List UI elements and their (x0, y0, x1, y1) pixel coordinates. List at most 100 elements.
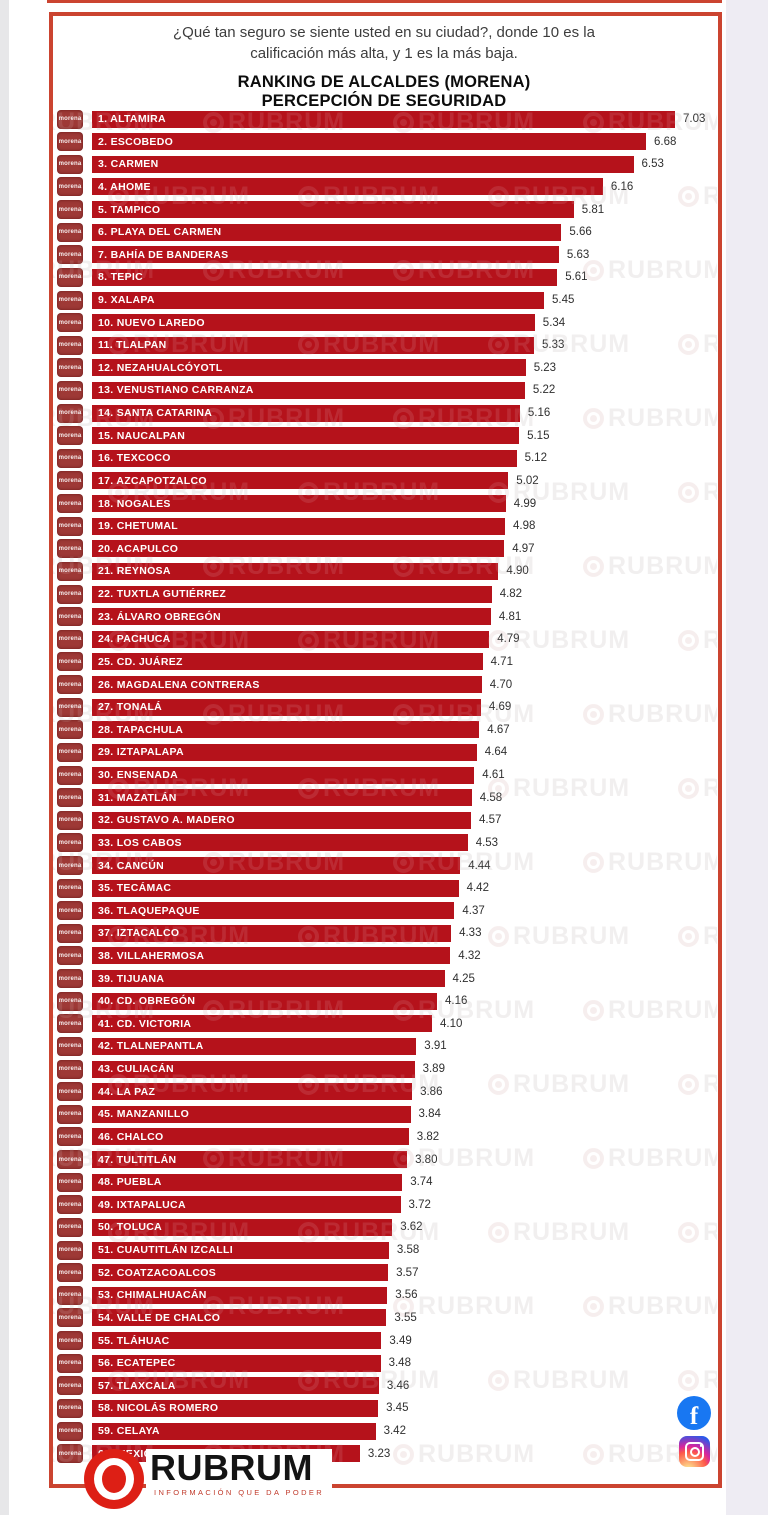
facebook-icon[interactable]: f (677, 1396, 711, 1430)
bar-value: 4.81 (498, 610, 522, 623)
chart-row: morena 9. XALAPA 5.45 (57, 290, 574, 310)
bar-label: 38. VILLAHERMOSA (98, 949, 205, 962)
chart-row: morena 36. TLAQUEPAQUE 4.37 (57, 901, 485, 921)
morena-party-badge-icon: morena (57, 200, 83, 219)
morena-badge-label: morena (58, 749, 82, 756)
bar-label: 22. TUXTLA GUTIÉRREZ (98, 588, 227, 600)
morena-party-badge-icon: morena (57, 1263, 83, 1283)
bar: 44. LA PAZ (92, 1083, 413, 1101)
bar-value: 3.48 (388, 1357, 411, 1370)
bar-value: 4.33 (459, 927, 482, 940)
chart-row: morena 42. TLALNEPANTLA 3.91 (57, 1036, 447, 1056)
bar-value: 5.61 (565, 271, 588, 284)
bar: 54. VALLE DE CHALCO (92, 1309, 387, 1327)
bar-value: 4.57 (479, 814, 502, 827)
bar-label: 39. TIJUANA (98, 972, 165, 985)
bar: 22. TUXTLA GUTIÉRREZ (92, 585, 492, 603)
chart-row: morena 18. NOGALES 4.99 (57, 494, 536, 514)
morena-badge-label: morena (58, 952, 82, 959)
morena-party-badge-icon: morena (57, 290, 83, 310)
morena-party-badge-icon: morena (57, 1285, 83, 1305)
bar-value: 4.64 (484, 746, 508, 759)
morena-party-badge-icon: morena (57, 1127, 83, 1147)
bar-label: 16. TEXCOCO (98, 452, 171, 465)
bar-label: 45. MANZANILLO (98, 1108, 190, 1121)
morena-party-badge-icon: morena (57, 1353, 83, 1373)
morena-party-badge-icon: morena (57, 765, 83, 785)
morena-badge-label: morena (58, 568, 82, 575)
instagram-icon[interactable] (679, 1436, 710, 1467)
bar: 9. XALAPA (92, 291, 544, 309)
morena-party-badge-icon: morena (57, 132, 83, 152)
chart-title-line1: RANKING DE ALCALDES (MORENA) (237, 73, 531, 91)
bar: 25. CD. JUÁREZ (92, 653, 483, 671)
bar-label: 28. TAPACHULA (98, 723, 184, 736)
morena-party-badge-icon: morena (57, 335, 83, 355)
chart-row: morena 59. CELAYA 3.42 (57, 1421, 406, 1441)
bar-label: 30. ENSENADA (98, 769, 179, 781)
bar-label: 26. MAGDALENA CONTRERAS (98, 678, 260, 691)
morena-party-badge-icon: morena (57, 697, 83, 717)
morena-party-badge-icon: morena (57, 426, 83, 446)
page-margin-left (0, 0, 9, 1515)
bar: 28. TAPACHULA (92, 721, 480, 739)
chart-row: morena 25. CD. JUÁREZ 4.71 (57, 652, 513, 672)
morena-badge-label: morena (58, 1337, 82, 1344)
chart-row: morena 21. REYNOSA 4.90 (57, 561, 529, 581)
morena-badge-label: morena (58, 1156, 82, 1163)
facebook-f-glyph: f (689, 1403, 699, 1430)
bar-label: 17. AZCAPOTZALCO (98, 474, 207, 487)
rubrum-brand-block: RUBRUM INFORMACIÓN QUE DA PODER (146, 1449, 333, 1497)
bar: 52. COATZACOALCOS (92, 1264, 389, 1282)
bar: 51. CUAUTITLÁN IZCALLI (92, 1241, 389, 1259)
bar: 31. MAZATLÁN (92, 789, 472, 807)
chart-row: morena 26. MAGDALENA CONTRERAS 4.70 (57, 675, 512, 695)
morena-badge-label: morena (58, 342, 82, 349)
morena-badge-label: morena (58, 726, 82, 733)
bar-value: 3.57 (396, 1266, 419, 1279)
bar: 14. SANTA CATARINA (92, 404, 520, 422)
chart-row: morena 53. CHIMALHUACÁN 3.56 (57, 1285, 418, 1305)
chart-row: morena 12. NEZAHUALCÓYOTL 5.23 (57, 358, 556, 378)
bar: 5. TAMPICO (92, 201, 574, 218)
morena-party-badge-icon: morena (57, 1172, 83, 1192)
morena-badge-label: morena (58, 410, 82, 417)
morena-party-badge-icon: morena (57, 1217, 83, 1237)
bar-label: 58. NICOLÁS ROMERO (98, 1402, 219, 1415)
bar-value: 4.25 (452, 972, 475, 985)
bar-value: 4.67 (487, 723, 510, 736)
bar-label: 43. CULIACÁN (98, 1063, 174, 1075)
bar: 27. TONALÁ (92, 698, 481, 716)
bar-label: 11. TLALPAN (98, 339, 167, 352)
chart-row: morena 55. TLÁHUAC 3.49 (57, 1331, 412, 1351)
morena-badge-label: morena (58, 998, 82, 1005)
chart-row: morena 52. COATZACOALCOS 3.57 (57, 1263, 418, 1283)
bar: 24. PACHUCA (92, 630, 490, 648)
bar-label: 15. NAUCALPAN (98, 429, 186, 442)
bar-value: 5.45 (552, 294, 575, 306)
morena-badge-label: morena (58, 772, 82, 778)
bar-value: 3.91 (424, 1040, 447, 1053)
morena-party-badge-icon: morena (57, 1421, 83, 1441)
bar-value: 4.58 (479, 791, 503, 804)
bar-label: 25. CD. JUÁREZ (98, 655, 183, 668)
bar-value: 3.49 (389, 1334, 412, 1347)
chart-row: morena 44. LA PAZ 3.86 (57, 1082, 442, 1102)
bar: 33. LOS CABOS (92, 834, 468, 852)
chart-row: morena 6. PLAYA DEL CARMEN 5.66 (57, 222, 592, 242)
bar-label: 34. CANCÚN (98, 859, 165, 872)
chart-row: morena 38. VILLAHERMOSA 4.32 (57, 946, 481, 966)
chart-row: morena 24. PACHUCA 4.79 (57, 629, 520, 649)
bar-label: 1. ALTAMIRA (98, 113, 166, 125)
chart-row: morena 32. GUSTAVO A. MADERO 4.57 (57, 810, 501, 830)
bar-value: 3.58 (396, 1244, 420, 1256)
morena-badge-label: morena (58, 1247, 82, 1253)
bar: 43. CULIACÁN (92, 1060, 415, 1078)
bar: 41. CD. VICTORIA (92, 1015, 432, 1033)
bar-value: 4.42 (466, 882, 489, 895)
bar: 15. NAUCALPAN (92, 427, 520, 445)
morena-badge-label: morena (58, 1201, 82, 1208)
bar-label: 10. NUEVO LAREDO (98, 316, 205, 329)
bar: 4. AHOME (92, 178, 603, 196)
morena-party-badge-icon: morena (57, 539, 83, 559)
